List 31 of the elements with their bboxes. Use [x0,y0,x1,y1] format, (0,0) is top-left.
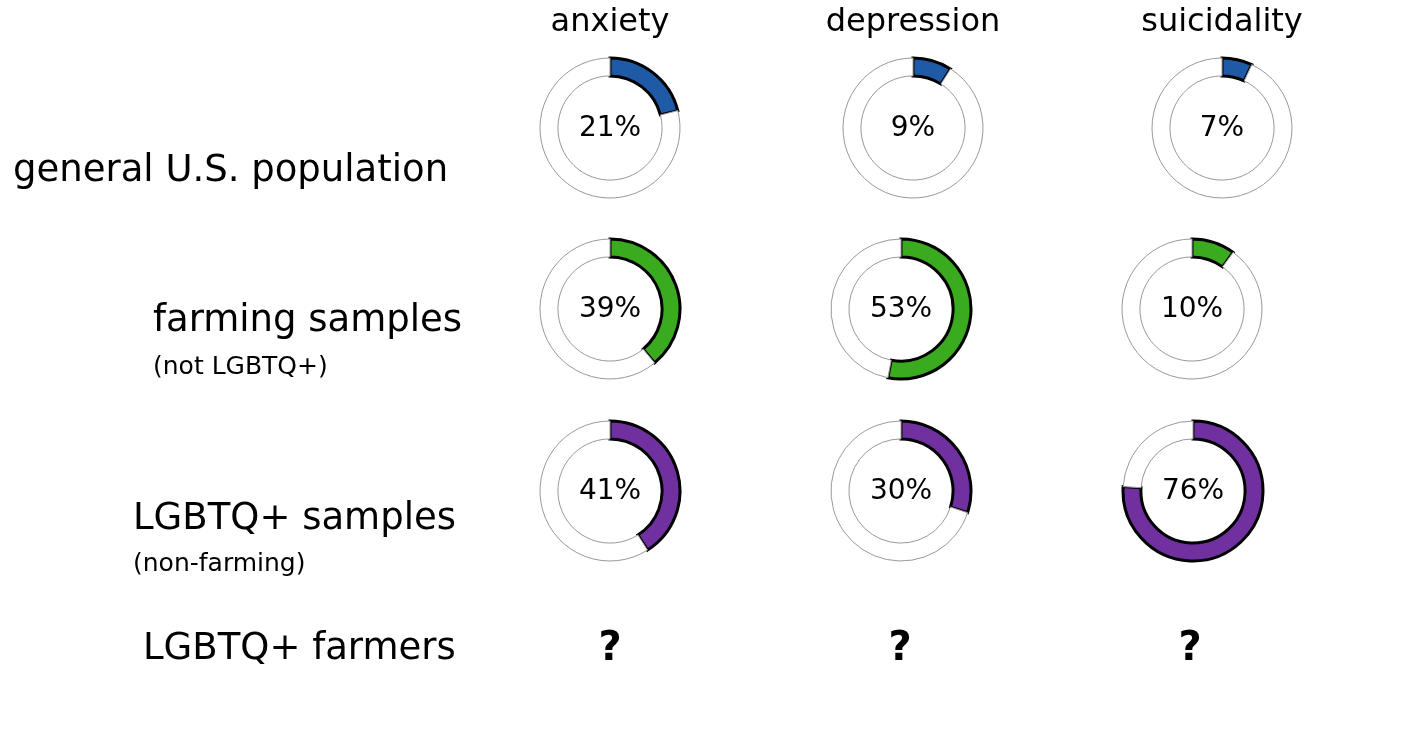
data-label: 41% [578,473,642,506]
donut-slice [1151,57,1293,199]
donut-slice [830,420,969,562]
donut-slice [539,57,681,199]
donut-slice [1190,237,1235,269]
data-label: 30% [869,473,933,506]
donut-slice [1121,419,1265,563]
data-label: 53% [869,291,933,324]
text: (non-farming) [133,548,306,577]
data-label: 9% [890,110,936,143]
donut-slice [1121,238,1263,380]
text: LGBTQ+ samples [133,495,456,538]
text: general U.S. population [13,147,449,190]
donut-slice [539,420,649,562]
chart-title: depression [825,1,1001,39]
text: (not LGBTQ+) [153,351,328,380]
text: farming samples [153,297,463,340]
text: LGBTQ+ farmers [143,625,456,668]
text: ? [598,623,622,669]
data-label: 21% [578,110,642,143]
text: ? [1178,623,1202,669]
donut-slice [842,57,984,199]
donut-slice [608,56,680,117]
donut-slice [539,238,656,380]
data-label: 76% [1161,473,1225,506]
text: ? [888,623,912,669]
data-label: 7% [1199,110,1245,143]
data-label: 10% [1160,291,1224,324]
data-label: 39% [578,291,642,324]
chart-title: anxiety [550,1,670,39]
chart-title: suicidality [1141,1,1303,39]
